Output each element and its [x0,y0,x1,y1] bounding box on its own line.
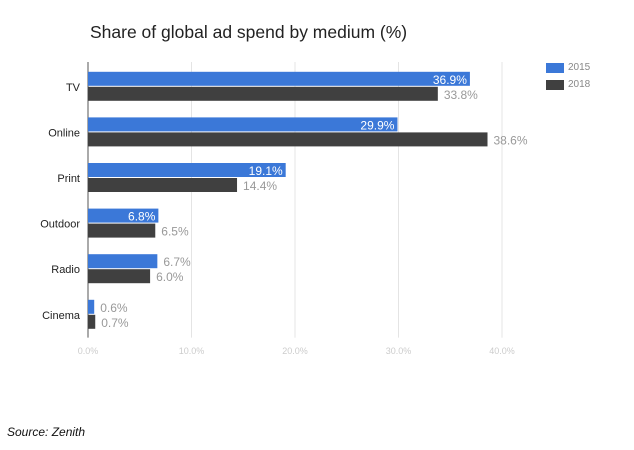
legend-label-2015: 2015 [568,62,591,73]
data-label-2015: 36.9% [433,73,467,87]
bar-2018 [88,178,238,192]
category-label: Print [57,173,80,185]
bar-2018 [88,132,488,147]
x-tick-label: 30.0% [386,346,412,356]
bar-2018 [88,86,438,101]
bar-2015 [88,299,95,314]
x-tick-label: 20.0% [282,346,308,356]
data-label-2018: 6.5% [161,225,189,239]
data-label-2018: 38.6% [494,133,528,147]
category-label: Cinema [42,310,81,322]
bar-2015 [88,71,470,86]
data-label-2015: 6.8% [128,210,156,224]
bar-2018 [88,314,96,329]
legend-item-2018: 2018 [546,79,590,90]
category-label: TV [66,82,81,94]
legend-label-2018: 2018 [568,79,591,90]
x-tick-label: 40.0% [489,346,515,356]
bar-2015 [88,208,159,223]
x-tick-label: 0.0% [78,346,99,356]
category-label: Online [48,127,80,139]
data-label-2018: 6.0% [156,270,184,284]
data-label-2015: 6.7% [163,255,191,269]
chart-title: Share of global ad spend by medium (%) [90,22,408,42]
bar-2015 [88,117,398,132]
data-label-2015: 0.6% [100,301,128,315]
source-note: Source: Zenith [7,425,86,439]
data-label-2015: 29.9% [360,118,394,132]
bar-2018 [88,223,156,238]
x-tick-label: 10.0% [179,346,205,356]
bar-2015 [88,163,286,177]
data-label-2018: 14.4% [243,179,277,193]
legend-item-2015: 2015 [546,62,590,73]
legend-swatch-2018 [546,79,564,90]
data-label-2018: 0.7% [101,316,129,330]
data-label-2015: 19.1% [249,164,283,178]
legend-swatch-2015 [546,62,564,73]
bar-2015 [88,254,158,269]
bar-2018 [88,269,151,284]
category-label: Outdoor [40,219,80,231]
category-label: Radio [51,264,80,276]
data-label-2018: 33.8% [444,88,478,102]
